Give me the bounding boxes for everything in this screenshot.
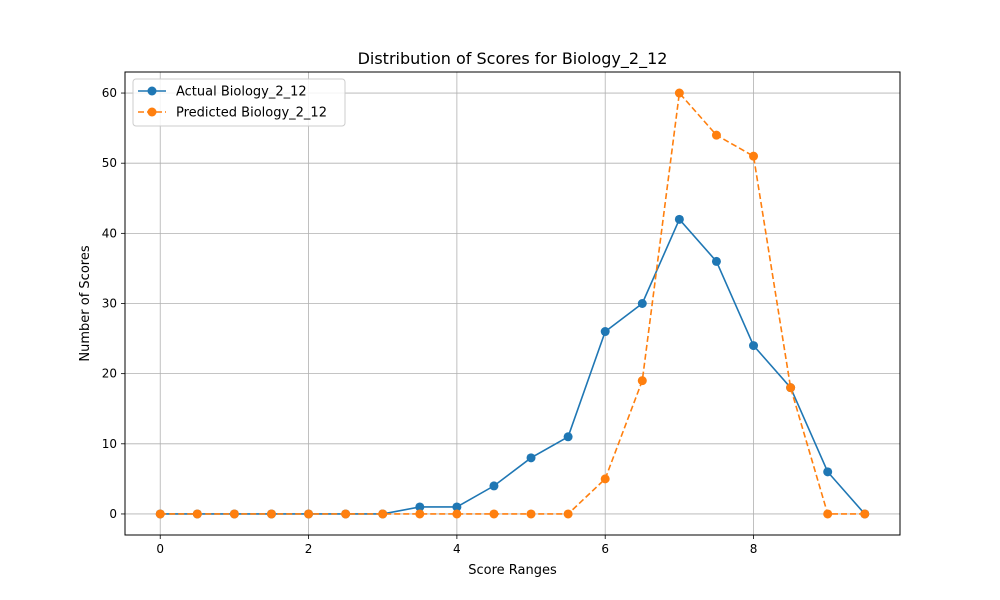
- data-point: [600, 327, 610, 337]
- x-tick-label: 6: [601, 542, 609, 556]
- data-point: [378, 509, 388, 519]
- data-point: [674, 88, 684, 98]
- data-point: [526, 453, 536, 463]
- y-tick-label: 50: [102, 156, 117, 170]
- data-point: [711, 130, 721, 140]
- axis-ticks: 0 2 4 6 8 0 10 20 30 40 50 60: [102, 86, 758, 556]
- legend-marker: [147, 107, 157, 117]
- data-point: [823, 467, 833, 477]
- data-point: [786, 383, 796, 393]
- series-layer: [155, 88, 870, 519]
- y-axis-label: Number of Scores: [78, 245, 93, 361]
- x-tick-label: 0: [156, 542, 164, 556]
- data-point: [155, 509, 165, 519]
- data-point: [637, 376, 647, 386]
- y-tick-label: 60: [102, 86, 117, 100]
- series-2: [155, 88, 870, 519]
- data-point: [489, 509, 499, 519]
- grid: [125, 72, 900, 535]
- data-point: [304, 509, 314, 519]
- data-point: [563, 432, 573, 442]
- series-line: [160, 91, 865, 515]
- data-point: [415, 509, 425, 519]
- data-point: [415, 502, 425, 512]
- y-tick-label: 40: [102, 226, 117, 240]
- series-1: [155, 214, 870, 519]
- data-point: [563, 509, 573, 519]
- data-point: [711, 256, 721, 266]
- y-tick-label: 30: [102, 297, 117, 311]
- chart-title: Distribution of Scores for Biology_2_12: [358, 49, 668, 69]
- legend-label: Actual Biology_2_12: [176, 85, 307, 100]
- data-point: [266, 509, 276, 519]
- data-point: [192, 509, 202, 519]
- x-tick-label: 4: [453, 542, 461, 556]
- legend: Actual Biology_2_12 Predicted Biology_2_1…: [132, 78, 346, 127]
- data-point: [823, 509, 833, 519]
- y-tick-label: 10: [102, 437, 117, 451]
- x-tick-label: 8: [750, 542, 758, 556]
- data-point: [229, 509, 239, 519]
- data-point: [749, 151, 759, 161]
- legend-marker: [147, 86, 157, 96]
- data-point: [341, 509, 351, 519]
- data-point: [674, 214, 684, 224]
- data-point: [489, 481, 499, 491]
- legend-label: Predicted Biology_2_12: [176, 106, 327, 121]
- data-point: [452, 502, 462, 512]
- y-tick-label: 20: [102, 367, 117, 381]
- series-line: [160, 217, 866, 515]
- data-point: [860, 509, 870, 519]
- y-tick-label: 0: [109, 507, 117, 521]
- data-point: [637, 299, 647, 308]
- legend-box: [132, 78, 346, 127]
- data-point: [452, 509, 462, 519]
- x-tick-label: 2: [305, 542, 313, 556]
- data-point: [600, 474, 610, 484]
- data-point: [526, 509, 536, 519]
- x-axis-label: Score Ranges: [468, 563, 557, 578]
- data-point: [749, 341, 759, 351]
